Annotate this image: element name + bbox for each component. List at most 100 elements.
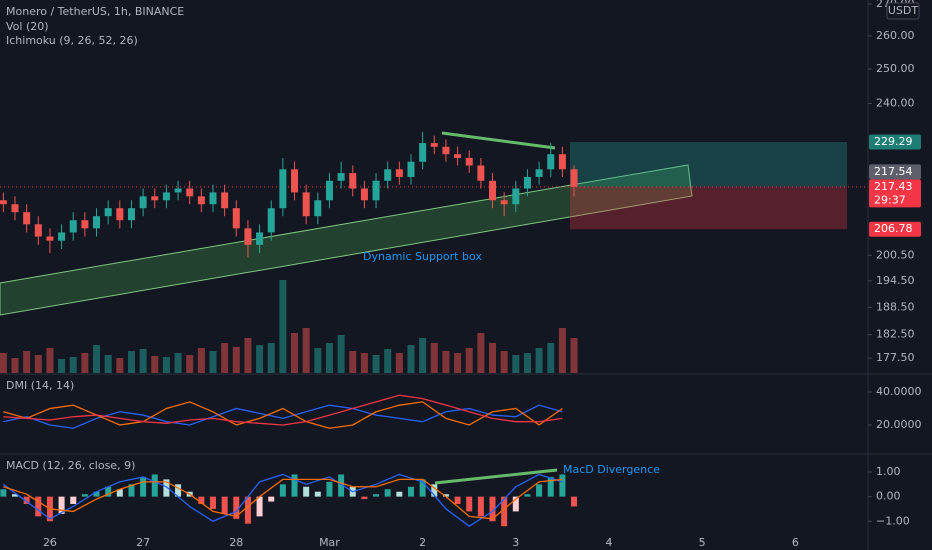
macd-histogram-bar xyxy=(244,496,251,524)
macd-histogram-bar xyxy=(279,484,286,497)
annotation: MacD Divergence xyxy=(563,463,660,476)
candle-body xyxy=(244,228,252,245)
y-tick-label: 250.00 xyxy=(876,62,915,75)
macd-histogram-bar xyxy=(105,486,112,497)
candle-body xyxy=(139,196,147,209)
volume-bar xyxy=(232,347,240,373)
candle-body xyxy=(547,154,555,170)
candle-body xyxy=(465,157,473,166)
y-tick-label: 1.00 xyxy=(876,465,901,478)
macd-histogram-bar xyxy=(209,496,216,509)
volume-bar xyxy=(454,353,462,373)
macd-histogram-bar xyxy=(396,491,403,497)
volume-bar xyxy=(570,338,578,373)
volume-bar xyxy=(186,355,194,373)
volume-bar xyxy=(407,345,415,373)
volume-bar xyxy=(558,328,566,373)
candle-body xyxy=(186,188,194,197)
volume-bar xyxy=(349,351,357,373)
candle-body xyxy=(395,169,403,177)
macd-histogram-bar xyxy=(70,496,77,505)
candle-body xyxy=(209,192,217,205)
macd-histogram-bar xyxy=(163,479,170,497)
candle-body xyxy=(570,169,578,187)
macd-histogram-bar xyxy=(384,489,391,497)
candle-body xyxy=(291,169,299,193)
macd-histogram-bar xyxy=(151,474,158,497)
volume-bar xyxy=(535,348,543,373)
candle-body xyxy=(454,154,462,158)
macd-histogram-bar xyxy=(466,496,473,512)
candle-body xyxy=(372,180,380,201)
volume-bar xyxy=(81,353,89,373)
volume-bar xyxy=(465,348,473,373)
volume-bar xyxy=(279,280,287,373)
indicator-line xyxy=(3,394,563,426)
macd-histogram-bar xyxy=(116,489,123,497)
volume-bar xyxy=(197,348,205,373)
volume-bar xyxy=(325,343,333,373)
indicator-label: Ichimoku (9, 26, 52, 26) xyxy=(6,34,138,47)
x-tick-label: 28 xyxy=(229,536,243,549)
countdown-label: 29:37 xyxy=(874,193,906,206)
candle-body xyxy=(232,208,240,229)
volume-bar xyxy=(93,345,101,373)
divergence-line xyxy=(434,468,558,485)
currency-badge[interactable] xyxy=(886,2,920,20)
candle-body xyxy=(267,208,275,233)
macd-histogram-bar xyxy=(501,496,508,527)
price-label: 206.78 xyxy=(874,222,913,235)
macd-histogram-bar xyxy=(35,496,42,517)
macd-histogram-bar xyxy=(536,484,543,497)
volume-bar xyxy=(116,358,124,373)
volume-bar xyxy=(395,353,403,373)
symbol-title: Monero / TetherUS, 1h, BINANCE xyxy=(6,5,184,18)
macd-histogram-bar xyxy=(268,496,275,502)
macd-histogram-bar xyxy=(23,496,30,505)
candle-body xyxy=(151,196,159,201)
candle-body xyxy=(535,169,543,177)
macd-histogram-bar xyxy=(407,486,414,497)
price-label: 217.43 xyxy=(874,180,913,193)
price-label-box xyxy=(869,164,921,180)
x-tick-label: 26 xyxy=(43,536,57,549)
candle-body xyxy=(360,188,368,201)
volume-bar xyxy=(162,357,170,373)
volume-bar xyxy=(291,333,299,373)
macd-histogram-bar xyxy=(0,489,7,497)
volume-bar xyxy=(419,338,427,373)
candle-body xyxy=(337,173,345,181)
y-tick-label: 188.50 xyxy=(876,300,915,313)
candle-body xyxy=(419,143,427,162)
candle-body xyxy=(197,196,205,205)
y-tick-label: 20.0000 xyxy=(876,418,922,431)
candle-body xyxy=(81,220,89,229)
volume-bar xyxy=(489,343,497,373)
volume-bar xyxy=(58,359,66,373)
candle-body xyxy=(442,146,450,155)
volume-bar xyxy=(547,343,555,373)
macd-histogram-bar xyxy=(547,476,554,497)
volume-bar xyxy=(314,348,322,373)
macd-histogram-bar xyxy=(442,494,449,497)
price-label-box xyxy=(869,179,921,208)
candle-body xyxy=(0,200,7,205)
macd-histogram-bar xyxy=(489,496,496,522)
loss-zone xyxy=(570,186,847,230)
x-tick-label: 27 xyxy=(136,536,150,549)
indicator-line xyxy=(3,478,563,520)
macd-histogram-bar xyxy=(326,481,333,497)
volume-bar xyxy=(23,351,31,373)
volume-bar xyxy=(11,358,19,373)
candle-body xyxy=(325,180,333,201)
volume-bar xyxy=(244,338,252,373)
candle-body xyxy=(69,220,77,233)
candle-body xyxy=(58,232,66,241)
macd-histogram-bar xyxy=(559,474,566,497)
price-label-box xyxy=(869,134,921,150)
volume-bar xyxy=(151,356,159,373)
macd-histogram-bar xyxy=(140,476,147,497)
x-tick-label: 4 xyxy=(605,536,612,549)
